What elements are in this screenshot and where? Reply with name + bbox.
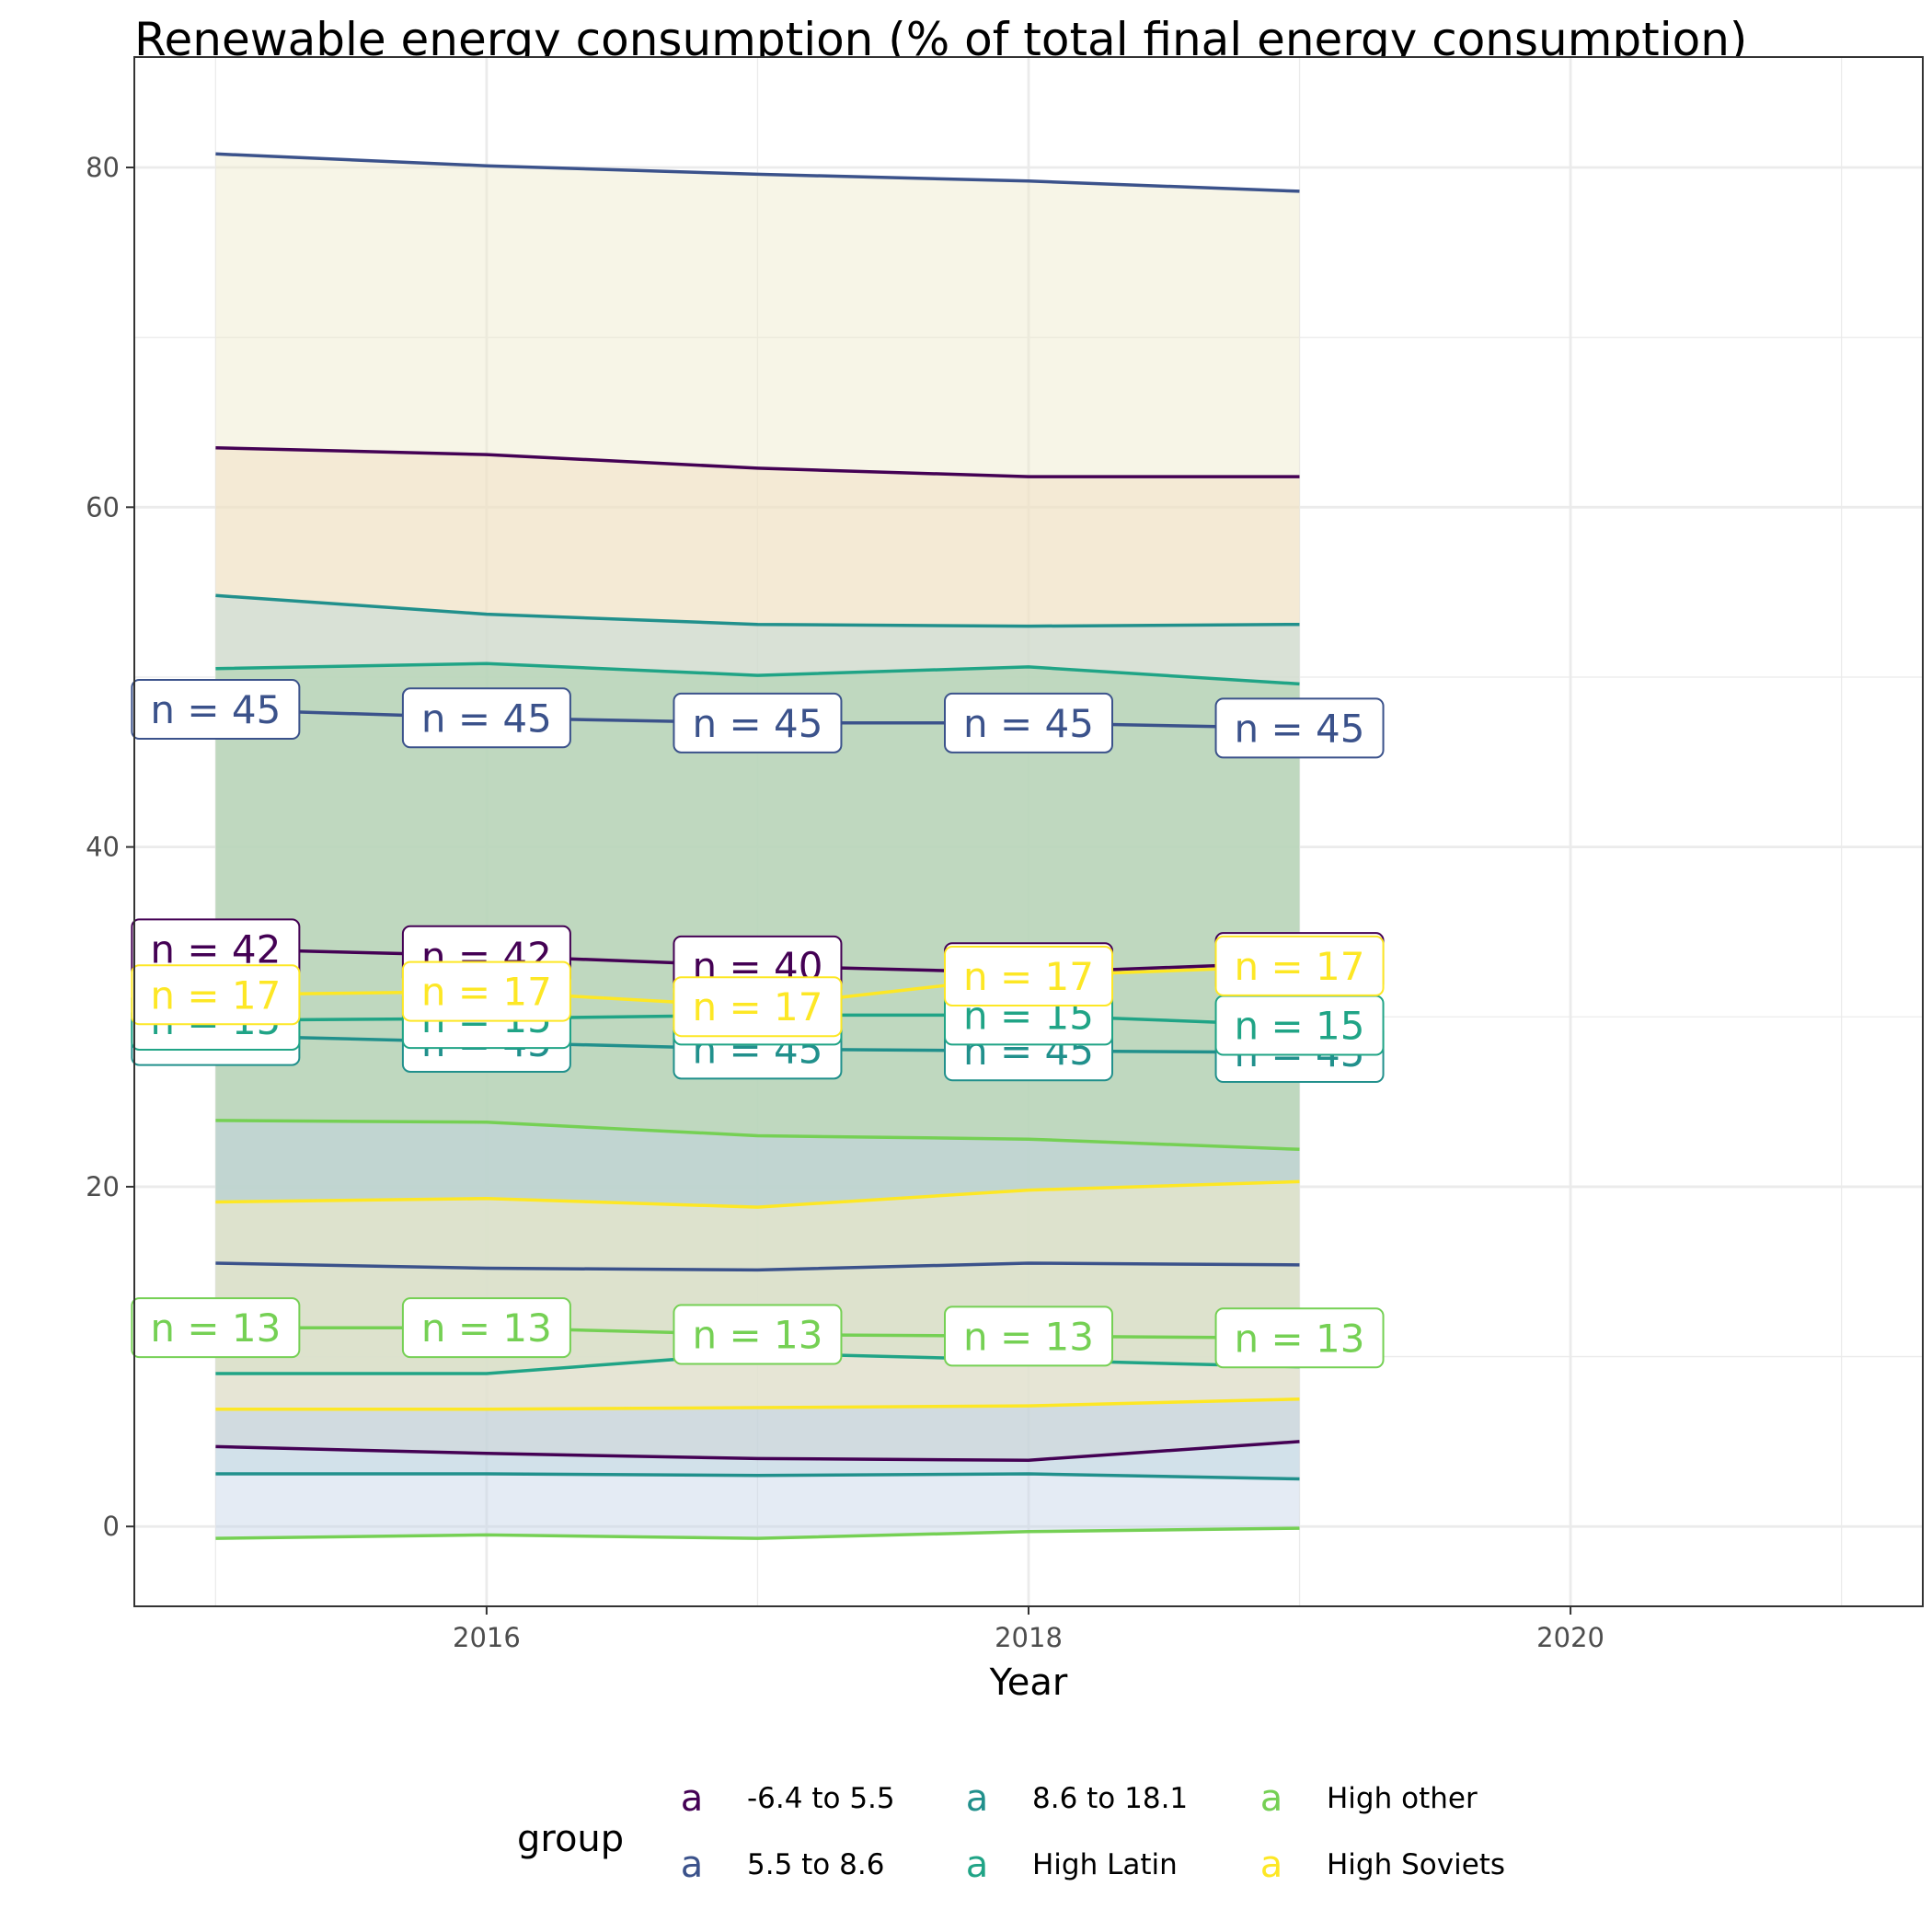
upper-line xyxy=(215,593,1300,628)
legend-label: 5.5 to 8.6 xyxy=(747,1848,884,1881)
n-label-text: n = 17 xyxy=(1235,944,1365,989)
n-label-text: n = 45 xyxy=(963,701,1094,746)
n-label-box xyxy=(131,679,301,741)
n-label: n = 17 xyxy=(1214,935,1385,996)
n-label-box xyxy=(1214,935,1385,996)
y-tick-label: 60 xyxy=(86,491,120,523)
legend-item: a 5.5 to 8.6 xyxy=(681,1844,885,1886)
legend: group a -6.4 to 5.5 a 5.5 to 8.6 a 8.6 to 18.… xyxy=(517,1777,1505,1886)
n-label-box xyxy=(401,1297,571,1359)
x-tick-label: 2016 xyxy=(453,1622,521,1653)
n-label-box xyxy=(1214,1307,1385,1369)
n-label: n = 42 xyxy=(131,918,301,980)
n-label: n = 13 xyxy=(673,1304,843,1365)
legend-item: a 8.6 to 18.1 xyxy=(966,1777,1188,1820)
legend-label: 8.6 to 18.1 xyxy=(1032,1782,1188,1815)
lower-line xyxy=(215,1397,1300,1411)
n-label: n = 15 xyxy=(1214,995,1385,1056)
plot-panel: n = 42n = 42n = 40n = 40n = 39n = 45n = … xyxy=(131,56,1924,1607)
legend-item: a -6.4 to 5.5 xyxy=(681,1777,895,1820)
n-label: n = 17 xyxy=(673,976,843,1038)
upper-line xyxy=(215,445,1300,478)
n-label-box xyxy=(131,964,301,1026)
n-label-box xyxy=(944,692,1113,753)
legend-title: group xyxy=(517,1818,624,1860)
n-label-text: n = 17 xyxy=(150,972,281,1018)
legend-key: a xyxy=(681,1844,704,1886)
n-label: n = 17 xyxy=(944,945,1113,1006)
legend-label: High Latin xyxy=(1032,1848,1178,1881)
n-label-box xyxy=(1214,697,1385,759)
y-tick-label: 80 xyxy=(86,152,120,183)
n-label-box xyxy=(944,1305,1113,1367)
lower-line xyxy=(215,1526,1300,1540)
n-label-text: n = 45 xyxy=(1235,706,1365,751)
n-label-text: n = 13 xyxy=(421,1305,552,1351)
n-label-text: n = 17 xyxy=(963,954,1094,999)
n-label-box xyxy=(673,976,843,1038)
n-label-box xyxy=(944,945,1113,1006)
n-label-text: n = 45 xyxy=(150,687,281,732)
lower-line xyxy=(215,1261,1300,1272)
y-tick-label: 0 xyxy=(103,1511,120,1542)
y-tick-label: 40 xyxy=(86,832,120,863)
legend-key: a xyxy=(966,1844,989,1886)
n-label-box xyxy=(131,1297,301,1359)
n-label-text: n = 45 xyxy=(421,696,552,741)
upper-line xyxy=(215,1179,1300,1209)
y-tick-label: 20 xyxy=(86,1171,120,1202)
n-label-text: n = 17 xyxy=(692,984,822,1029)
n-label-box xyxy=(401,960,571,1022)
legend-item: a High other xyxy=(1260,1777,1478,1820)
n-label: n = 45 xyxy=(131,679,301,741)
legend-label: High Soviets xyxy=(1327,1848,1505,1881)
n-label: n = 13 xyxy=(944,1305,1113,1367)
n-label-text: n = 13 xyxy=(150,1305,281,1351)
n-label-box xyxy=(673,1304,843,1365)
n-label: n = 45 xyxy=(1214,697,1385,759)
n-label: n = 45 xyxy=(673,692,843,753)
n-label-box xyxy=(401,687,571,749)
upper-line xyxy=(215,661,1300,686)
n-label-box xyxy=(673,692,843,753)
n-label: n = 45 xyxy=(944,692,1113,753)
legend-key: a xyxy=(966,1777,989,1820)
x-axis-title: Year xyxy=(989,1662,1068,1704)
legend-item: a High Soviets xyxy=(1260,1844,1505,1886)
legend-key: a xyxy=(1260,1844,1283,1886)
legend-label: -6.4 to 5.5 xyxy=(747,1782,895,1815)
n-label: n = 45 xyxy=(401,687,571,749)
x-tick-label: 2020 xyxy=(1536,1622,1604,1653)
x-tick-label: 2018 xyxy=(995,1622,1063,1653)
n-label-text: n = 13 xyxy=(692,1313,822,1358)
upper-line xyxy=(215,152,1300,193)
upper-line xyxy=(215,1119,1300,1152)
n-label-text: n = 42 xyxy=(150,926,281,972)
legend-label: High other xyxy=(1327,1782,1478,1815)
n-label: n = 13 xyxy=(131,1297,301,1359)
lower-line xyxy=(215,1472,1300,1481)
n-label: n = 17 xyxy=(401,960,571,1022)
n-label: n = 13 xyxy=(1214,1307,1385,1369)
n-label-text: n = 17 xyxy=(421,970,552,1015)
legend-item: a High Latin xyxy=(966,1844,1178,1886)
n-label-text: n = 15 xyxy=(1235,1004,1365,1049)
n-label-text: n = 45 xyxy=(692,701,822,746)
n-labels: n = 42n = 42n = 40n = 40n = 39n = 45n = … xyxy=(131,679,1385,1369)
n-label-text: n = 13 xyxy=(963,1314,1094,1359)
legend-key: a xyxy=(681,1777,704,1820)
legend-key: a xyxy=(1260,1777,1283,1820)
lower-line xyxy=(215,1440,1300,1462)
n-label: n = 17 xyxy=(131,964,301,1026)
n-label-text: n = 13 xyxy=(1235,1316,1365,1361)
axis-ticks: 0 20 40 60 80 2016 2018 2020 xyxy=(86,152,1604,1653)
n-label: n = 13 xyxy=(401,1297,571,1359)
